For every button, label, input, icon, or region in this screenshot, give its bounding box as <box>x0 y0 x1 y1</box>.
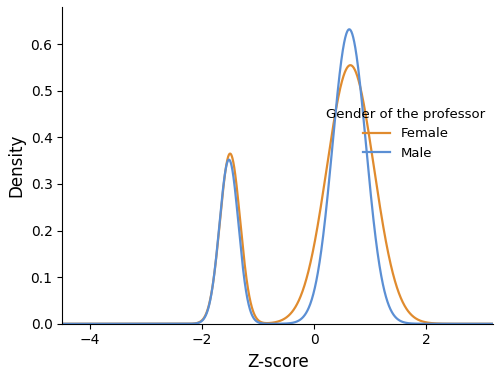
Female <box>490 322 496 326</box>
Female <box>478 322 484 326</box>
Female <box>81 322 87 326</box>
Female <box>268 321 274 325</box>
Male <box>398 319 404 324</box>
Female <box>258 319 264 324</box>
Male <box>346 27 352 32</box>
Legend: Female, Male: Female, Male <box>321 102 491 165</box>
Line: Female: Female <box>62 65 493 324</box>
Male <box>478 322 484 326</box>
Male <box>490 322 496 326</box>
Female <box>59 322 65 326</box>
Female <box>348 63 354 67</box>
X-axis label: Z-score: Z-score <box>247 353 308 371</box>
Female <box>398 297 404 302</box>
Male <box>268 322 274 326</box>
Line: Male: Male <box>62 29 493 324</box>
Male <box>258 321 264 325</box>
Male <box>81 322 87 326</box>
Y-axis label: Density: Density <box>7 134 25 197</box>
Female <box>478 322 484 326</box>
Male <box>59 322 65 326</box>
Male <box>478 322 484 326</box>
